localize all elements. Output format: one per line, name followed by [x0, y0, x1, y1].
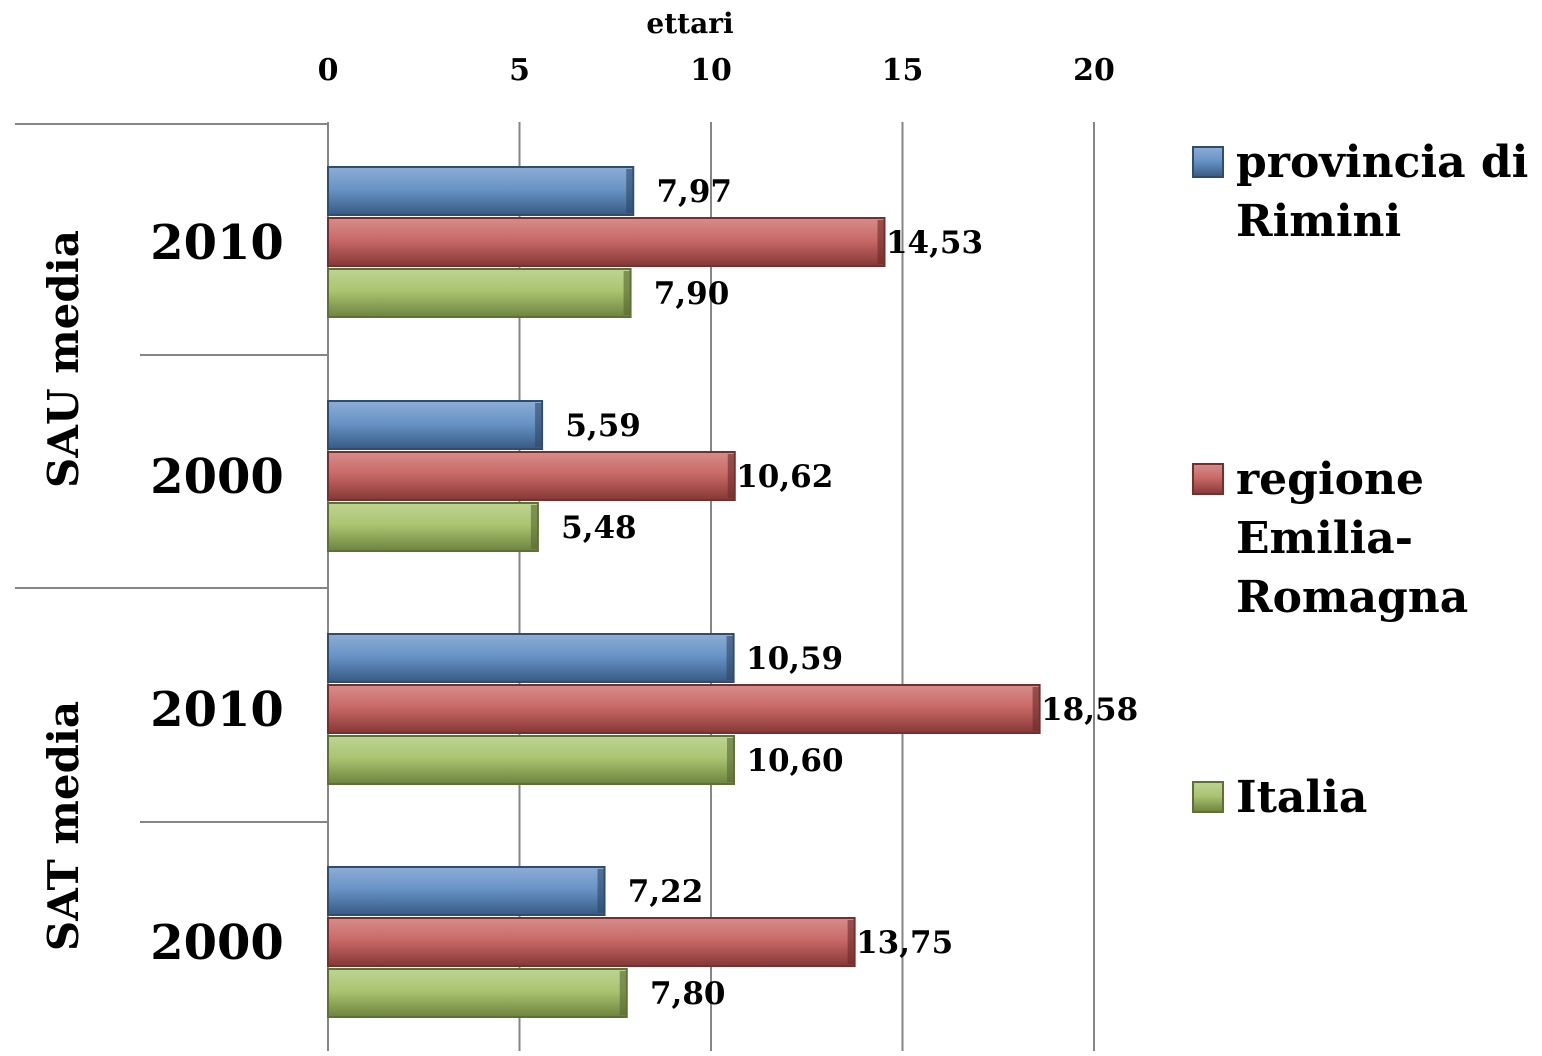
bar-bevel-1-0-0 [726, 636, 733, 680]
x-tick-label-5: 5 [509, 53, 530, 88]
bar-0-0-2 [327, 268, 632, 318]
category-label-0-1: 2000 [150, 449, 284, 505]
data-label-1-1-1: 13,75 [856, 925, 953, 961]
data-label-1-0-2: 10,60 [746, 743, 843, 779]
legend-label-1-0: regione [1236, 454, 1424, 505]
legend-label-2-0: Italia [1236, 772, 1367, 823]
x-axis-title: ettari [646, 7, 733, 40]
bar-bevel-0-1-0 [535, 403, 542, 447]
data-label-0-0-2: 7,90 [654, 276, 730, 312]
data-label-0-1-0: 5,59 [565, 408, 641, 444]
bar-0-0-1 [327, 217, 886, 267]
bar-bevel-0-0-1 [877, 220, 884, 264]
data-label-1-0-0: 10,59 [746, 641, 843, 677]
group-label-0: SAU media [39, 230, 88, 488]
bar-bevel-1-1-1 [847, 920, 854, 964]
category-label-0-0: 2010 [150, 215, 284, 271]
bar-1-1-1 [327, 917, 856, 967]
data-label-0-1-1: 10,62 [736, 459, 833, 495]
category-label-1-1: 2000 [150, 915, 284, 971]
legend-label-0-0: provincia di [1236, 137, 1528, 188]
bar-1-1-2 [327, 968, 628, 1018]
bar-bevel-0-1-1 [727, 454, 734, 498]
bar-0-1-1 [327, 451, 736, 501]
bar-0-1-2 [327, 502, 539, 552]
category-label-1-0: 2010 [150, 682, 284, 738]
legend-swatch-2 [1192, 781, 1224, 813]
bar-0-1-0 [327, 400, 544, 450]
legend-label-0-1: Rimini [1236, 196, 1401, 247]
bar-bevel-0-0-2 [623, 271, 630, 315]
legend-swatch-1 [1192, 463, 1224, 495]
x-tick-label-15: 15 [882, 53, 924, 88]
bar-1-0-0 [327, 633, 735, 683]
data-label-0-0-1: 14,53 [886, 225, 983, 261]
data-label-0-0-0: 7,97 [656, 174, 732, 210]
bar-bevel-1-1-0 [597, 869, 604, 913]
data-label-0-1-2: 5,48 [561, 510, 637, 546]
data-label-1-1-0: 7,22 [628, 874, 704, 910]
bar-0-0-0 [327, 166, 635, 216]
group-label-1: SAT media [39, 701, 88, 951]
bar-1-0-1 [327, 684, 1041, 734]
x-tick-label-10: 10 [690, 53, 732, 88]
bar-1-1-0 [327, 866, 606, 916]
x-tick-label-20: 20 [1073, 53, 1115, 88]
x-tick-label-0: 0 [318, 53, 339, 88]
data-label-1-1-2: 7,80 [650, 976, 726, 1012]
legend-label-1-2: Romagna [1236, 572, 1468, 623]
legend-swatch-0 [1192, 146, 1224, 178]
bar-bevel-0-1-2 [530, 505, 537, 549]
bar-bevel-1-1-2 [619, 971, 626, 1015]
data-label-1-0-1: 18,58 [1041, 692, 1138, 728]
legend-label-1-1: Emilia- [1236, 513, 1413, 564]
bar-bevel-1-0-1 [1032, 687, 1039, 731]
bar-bevel-1-0-2 [726, 738, 733, 782]
bar-1-0-2 [327, 735, 735, 785]
bar-bevel-0-0-0 [626, 169, 633, 213]
